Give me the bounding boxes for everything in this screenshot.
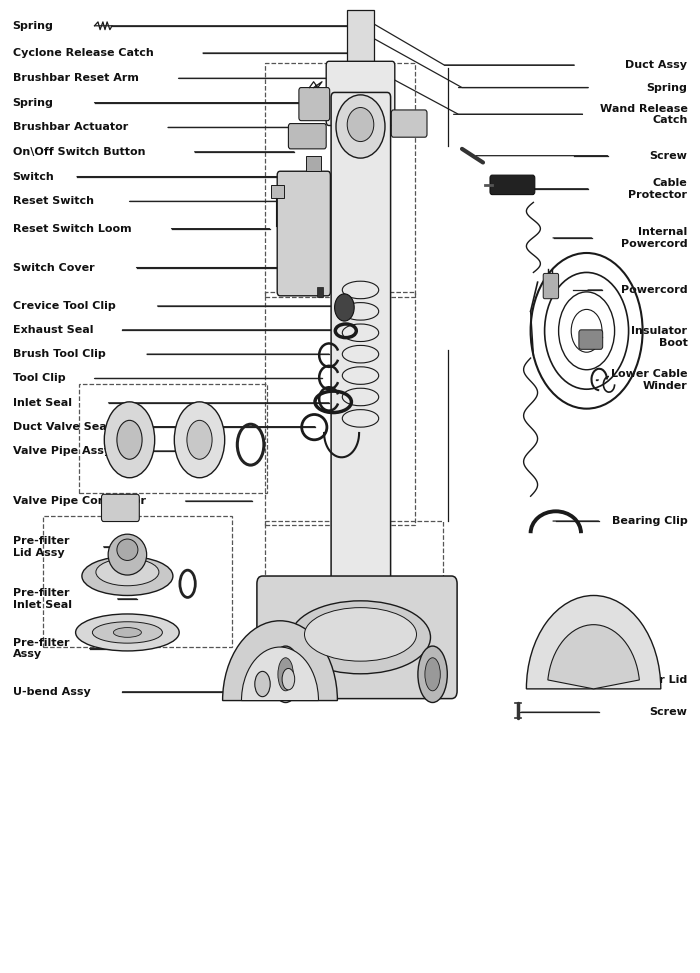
FancyBboxPatch shape xyxy=(257,576,457,699)
Text: Wand Release
Catch: Wand Release Catch xyxy=(599,103,687,126)
FancyBboxPatch shape xyxy=(288,124,326,149)
Text: Bearing Clip: Bearing Clip xyxy=(612,516,687,526)
FancyBboxPatch shape xyxy=(331,92,391,676)
Text: U-bend Assy: U-bend Assy xyxy=(13,687,90,697)
FancyBboxPatch shape xyxy=(102,494,139,522)
Ellipse shape xyxy=(104,402,155,478)
Ellipse shape xyxy=(82,557,173,595)
Text: Reset Switch: Reset Switch xyxy=(13,197,94,206)
Text: Insulator
Boot: Insulator Boot xyxy=(631,326,687,348)
Text: Inlet Seal: Inlet Seal xyxy=(13,398,71,408)
FancyBboxPatch shape xyxy=(299,88,330,121)
Ellipse shape xyxy=(304,607,416,662)
Text: Powercord: Powercord xyxy=(621,285,687,295)
FancyBboxPatch shape xyxy=(277,171,330,296)
Text: On\Off Switch Button: On\Off Switch Button xyxy=(13,147,145,157)
Ellipse shape xyxy=(336,95,385,158)
Wedge shape xyxy=(548,625,639,689)
Ellipse shape xyxy=(113,628,141,637)
Ellipse shape xyxy=(76,614,179,651)
Text: Post Filter Lid: Post Filter Lid xyxy=(600,674,687,685)
Text: Switch: Switch xyxy=(13,171,55,182)
FancyBboxPatch shape xyxy=(543,273,559,299)
Ellipse shape xyxy=(418,646,447,703)
Text: Lower Cable
Winder: Lower Cable Winder xyxy=(611,369,687,391)
Ellipse shape xyxy=(96,559,159,586)
Text: Internal
Powercord: Internal Powercord xyxy=(621,227,687,249)
Bar xyxy=(317,287,323,297)
FancyBboxPatch shape xyxy=(490,175,535,195)
Wedge shape xyxy=(223,621,337,701)
Ellipse shape xyxy=(117,539,138,560)
Text: Spring: Spring xyxy=(13,20,53,31)
Text: Valve Pipe Assy: Valve Pipe Assy xyxy=(13,446,111,456)
Ellipse shape xyxy=(108,534,146,575)
Wedge shape xyxy=(526,595,661,689)
Text: Cyclone Release Catch: Cyclone Release Catch xyxy=(13,48,153,58)
FancyBboxPatch shape xyxy=(306,156,321,171)
Ellipse shape xyxy=(282,668,295,690)
Text: Tool Clip: Tool Clip xyxy=(13,374,65,383)
Ellipse shape xyxy=(92,622,162,643)
Text: Brush Tool Clip: Brush Tool Clip xyxy=(13,349,105,359)
Text: Pre-filter
Inlet Seal: Pre-filter Inlet Seal xyxy=(13,588,71,610)
Text: Duct Assy: Duct Assy xyxy=(625,60,687,70)
Text: Crevice Tool Clip: Crevice Tool Clip xyxy=(13,301,116,311)
Ellipse shape xyxy=(187,420,212,459)
Circle shape xyxy=(335,294,354,321)
Ellipse shape xyxy=(271,646,300,703)
Text: Duct Valve Seal: Duct Valve Seal xyxy=(13,421,110,432)
Text: Screw: Screw xyxy=(650,707,687,717)
Ellipse shape xyxy=(174,402,225,478)
Text: Screw: Screw xyxy=(650,151,687,161)
FancyBboxPatch shape xyxy=(391,110,427,137)
Ellipse shape xyxy=(347,107,374,141)
Text: Spring: Spring xyxy=(647,83,687,92)
FancyBboxPatch shape xyxy=(326,61,395,126)
Text: Exhaust Seal: Exhaust Seal xyxy=(13,325,93,335)
Ellipse shape xyxy=(117,420,142,459)
Text: Spring: Spring xyxy=(13,97,53,108)
Text: Pre-filter
Assy: Pre-filter Assy xyxy=(13,637,69,660)
FancyBboxPatch shape xyxy=(347,10,374,68)
Text: Cable
Protector: Cable Protector xyxy=(629,178,687,199)
Text: Valve Pipe Connector: Valve Pipe Connector xyxy=(13,496,146,506)
Ellipse shape xyxy=(255,671,270,697)
FancyBboxPatch shape xyxy=(579,330,603,349)
Ellipse shape xyxy=(290,600,430,673)
Text: Switch Cover: Switch Cover xyxy=(13,263,94,272)
Text: Brushbar Reset Arm: Brushbar Reset Arm xyxy=(13,73,139,84)
Text: Reset Switch Loom: Reset Switch Loom xyxy=(13,224,131,234)
Ellipse shape xyxy=(425,658,440,691)
Text: Pre-filter
Lid Assy: Pre-filter Lid Assy xyxy=(13,536,69,558)
Wedge shape xyxy=(241,647,318,701)
FancyBboxPatch shape xyxy=(271,185,284,198)
Ellipse shape xyxy=(278,658,293,691)
Text: Brushbar Actuator: Brushbar Actuator xyxy=(13,123,128,132)
